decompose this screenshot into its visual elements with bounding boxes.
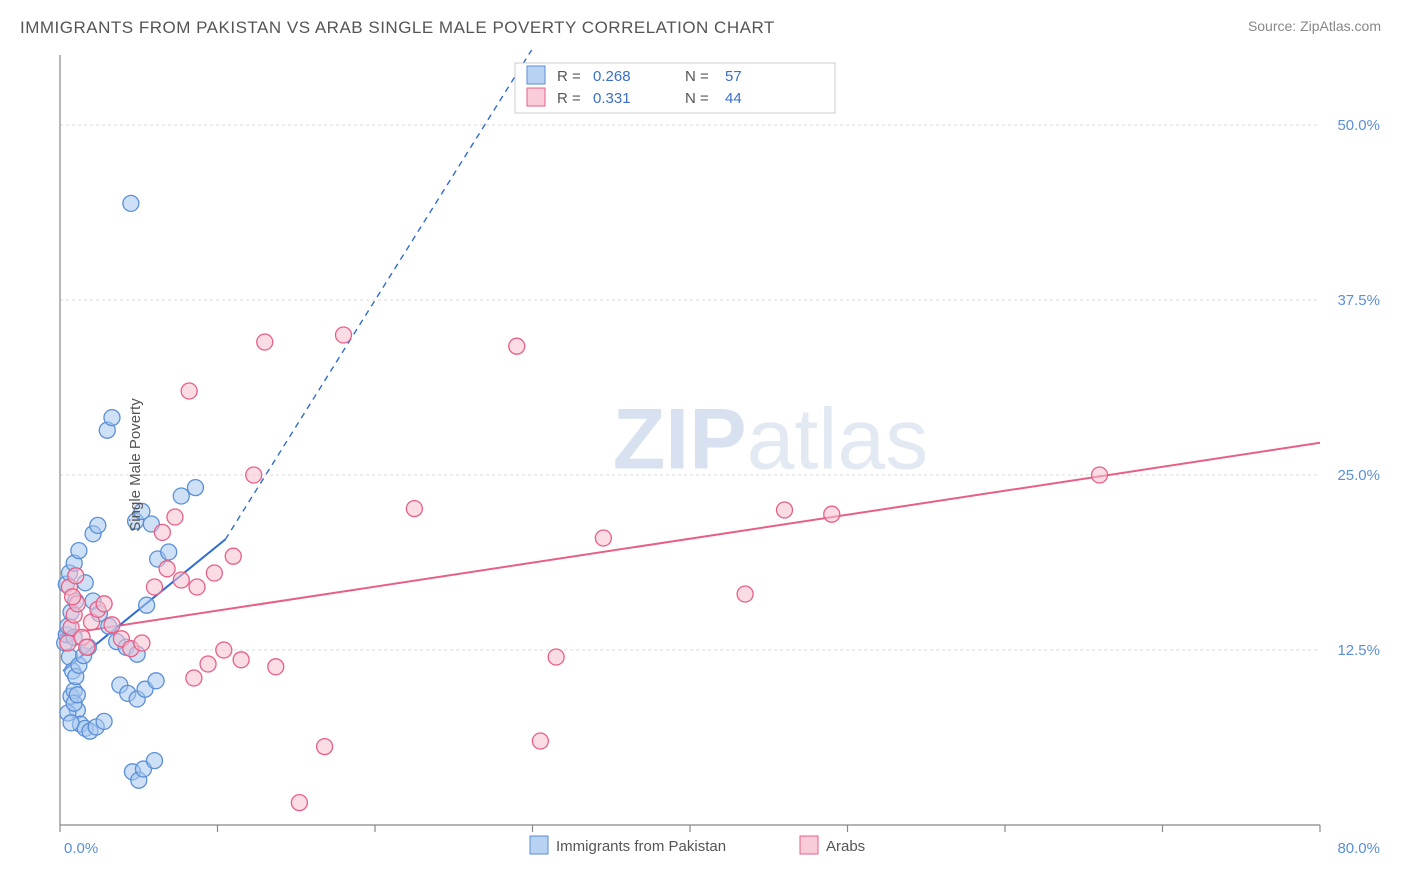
data-point [595, 530, 611, 546]
correlation-scatter-chart: 12.5% 25.0% 37.5% 50.0% 0.0% 80.0% R = 0.268 N =… [55, 50, 1380, 880]
data-point [63, 715, 79, 731]
y-tick-label: 25.0% [1337, 467, 1380, 484]
plot-area: Single Male Poverty ZIPatlas 12.5%25.0%3… [55, 50, 1380, 880]
y-axis-label: Single Male Poverty [127, 398, 144, 531]
data-point [167, 509, 183, 525]
data-point [90, 517, 106, 533]
data-point [206, 565, 222, 581]
data-point [824, 506, 840, 522]
data-point [336, 327, 352, 343]
legend-swatch [800, 836, 818, 854]
data-point [246, 467, 262, 483]
data-point [548, 649, 564, 665]
legend-r-label: R = [557, 90, 581, 107]
data-point [104, 410, 120, 426]
data-point [159, 561, 175, 577]
x-tick-label: 0.0% [64, 840, 98, 857]
data-point [187, 480, 203, 496]
data-point [200, 656, 216, 672]
y-tick-label: 12.5% [1337, 642, 1380, 659]
legend-r-value: 0.268 [593, 68, 631, 85]
x-tick-label: 80.0% [1337, 840, 1380, 857]
data-point [148, 673, 164, 689]
data-point [186, 670, 202, 686]
data-point [291, 795, 307, 811]
y-tick-label: 50.0% [1337, 117, 1380, 134]
data-point [173, 572, 189, 588]
source-link[interactable]: ZipAtlas.com [1300, 18, 1381, 34]
legend-n-value: 44 [725, 90, 742, 107]
data-point [268, 659, 284, 675]
data-point [181, 383, 197, 399]
source-label: Source: [1248, 18, 1296, 34]
data-point [737, 586, 753, 602]
data-point [134, 635, 150, 651]
data-point [96, 713, 112, 729]
legend-series-label: Immigrants from Pakistan [556, 838, 726, 855]
data-point [532, 733, 548, 749]
data-point [65, 589, 81, 605]
data-point [317, 739, 333, 755]
data-point [96, 596, 112, 612]
data-point [777, 502, 793, 518]
data-point [79, 639, 95, 655]
source-attribution: Source: ZipAtlas.com [1248, 18, 1381, 34]
data-point [509, 338, 525, 354]
data-point [189, 579, 205, 595]
data-point [233, 652, 249, 668]
legend-r-label: R = [557, 68, 581, 85]
y-tick-label: 37.5% [1337, 292, 1380, 309]
data-point [123, 195, 139, 211]
legend-n-label: N = [685, 68, 709, 85]
chart-title: IMMIGRANTS FROM PAKISTAN VS ARAB SINGLE … [20, 18, 775, 38]
legend-n-label: N = [685, 90, 709, 107]
legend-series-label: Arabs [826, 838, 865, 855]
data-point [154, 524, 170, 540]
data-point [71, 543, 87, 559]
legend-swatch [530, 836, 548, 854]
data-point [161, 544, 177, 560]
legend-swatch [527, 66, 545, 84]
data-point [406, 501, 422, 517]
legend-r-value: 0.331 [593, 90, 631, 107]
legend-n-value: 57 [725, 68, 742, 85]
data-point [147, 579, 163, 595]
regression-extrapolation [225, 50, 537, 539]
data-point [1092, 467, 1108, 483]
data-point [216, 642, 232, 658]
data-point [225, 548, 241, 564]
data-point [173, 488, 189, 504]
data-point [69, 687, 85, 703]
data-point [104, 617, 120, 633]
data-point [68, 568, 84, 584]
legend-swatch [527, 88, 545, 106]
data-point [257, 334, 273, 350]
data-point [147, 753, 163, 769]
data-point [139, 597, 155, 613]
